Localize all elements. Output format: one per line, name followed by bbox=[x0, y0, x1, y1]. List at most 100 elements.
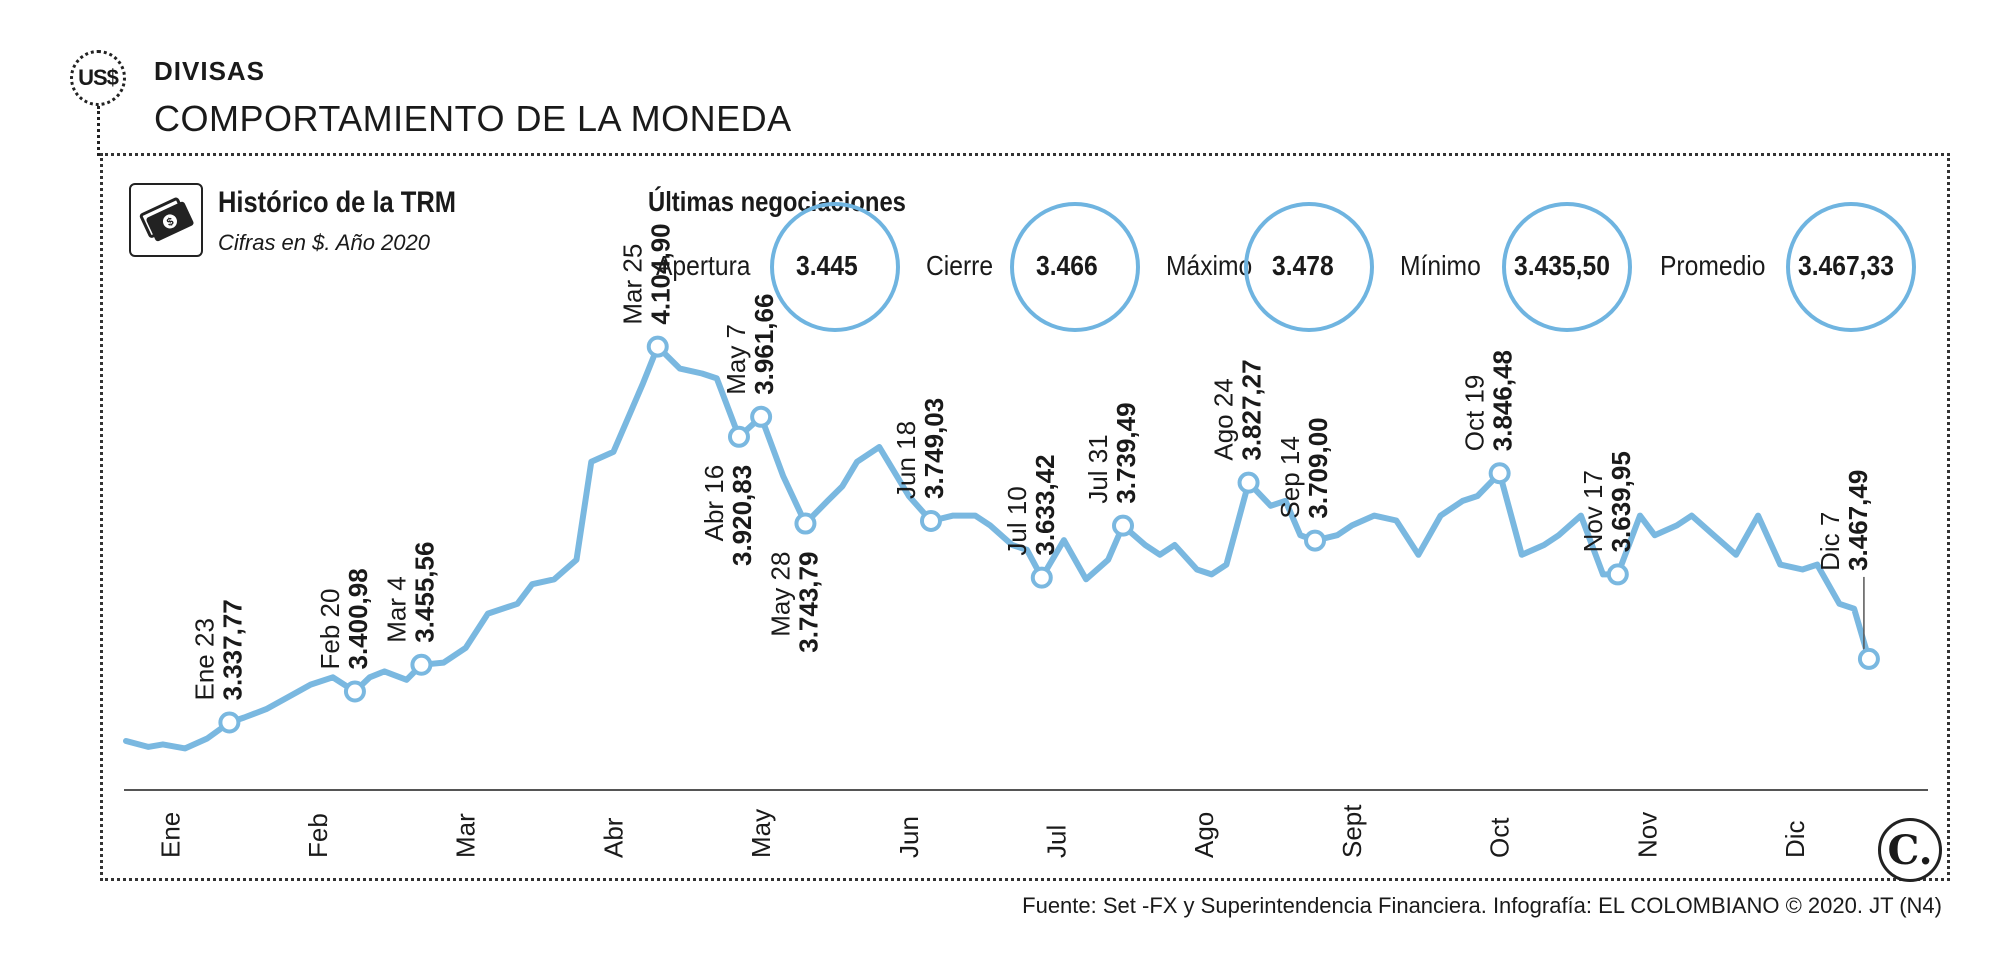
stat-value-promedio: 3.467,33 bbox=[1798, 250, 1894, 281]
us-dollar-badge-icon: US$ bbox=[70, 50, 126, 106]
annotation-value: 3.709,00 bbox=[1303, 417, 1333, 518]
chart-title: Histórico de la TRM bbox=[218, 186, 457, 219]
stat-circle-minimo bbox=[1502, 202, 1632, 332]
stat-label-cierre: Cierre bbox=[926, 250, 994, 281]
annotation-marker bbox=[343, 680, 366, 703]
month-label: Jun bbox=[894, 816, 924, 858]
annotation-marker bbox=[794, 512, 817, 535]
annotation-value: 3.961,66 bbox=[749, 294, 779, 395]
annotation-value: 3.455,56 bbox=[409, 542, 439, 643]
annotation-value: 3.400,98 bbox=[343, 568, 373, 669]
annotation-marker bbox=[1606, 563, 1629, 586]
annotation-marker bbox=[218, 711, 241, 734]
stat-value-apertura: 3.445 bbox=[796, 250, 858, 281]
annotation-marker bbox=[1030, 566, 1053, 589]
annotation-date: Abr 16 bbox=[699, 465, 729, 542]
month-label: Dic bbox=[1780, 820, 1810, 858]
annotation-label-group: Abr 163.920,83 bbox=[699, 465, 757, 566]
annotation-value: 3.739,49 bbox=[1111, 402, 1141, 503]
annotation-date: May 7 bbox=[721, 324, 751, 395]
annotation-labels: Ene 233.337,77 Feb 203.400,98 Mar 43.455,5… bbox=[189, 223, 1873, 700]
annotation-label-group: Ago 243.827,27 bbox=[1209, 359, 1267, 460]
annotation-marker bbox=[1304, 529, 1327, 552]
annotation-value: 3.337,77 bbox=[217, 599, 247, 700]
chart-subtitle: Cifras en $. Año 2020 bbox=[218, 230, 430, 255]
annotation-value: 3.827,27 bbox=[1237, 359, 1267, 460]
annotation-marker bbox=[750, 405, 773, 428]
month-label: Abr bbox=[598, 817, 628, 858]
month-labels: Ene Feb Mar Abr May Jun Jul Ago Sept Oct Nov Dic bbox=[155, 804, 1810, 858]
annotation-label-group: Jun 183.749,03 bbox=[891, 398, 949, 499]
annotation-label-group: Ene 233.337,77 bbox=[189, 599, 247, 700]
stat-label-promedio: Promedio bbox=[1660, 250, 1766, 281]
annotation-label-group: Mar 254.104,90 bbox=[618, 223, 676, 324]
annotation-date: Sep 14 bbox=[1275, 436, 1305, 518]
annotation-marker bbox=[919, 509, 942, 532]
annotation-value: 3.920,83 bbox=[727, 465, 757, 566]
annotation-marker bbox=[1112, 514, 1135, 537]
stat-value-cierre: 3.466 bbox=[1036, 250, 1098, 281]
annotation-value: 3.639,95 bbox=[1606, 451, 1636, 552]
annotation-date: May 28 bbox=[765, 552, 795, 637]
chart-frame bbox=[100, 153, 1950, 881]
annotation-date: Nov 17 bbox=[1578, 470, 1608, 552]
stat-circle-apertura bbox=[770, 202, 900, 332]
el-colombiano-logo: C. bbox=[1878, 818, 1942, 882]
annotation-label-group: Feb 203.400,98 bbox=[315, 568, 373, 669]
annotation-label-group: May 73.961,66 bbox=[721, 294, 779, 395]
month-label: Oct bbox=[1485, 817, 1515, 858]
stat-circle-promedio bbox=[1786, 202, 1916, 332]
svg-text:$: $ bbox=[165, 216, 176, 229]
stat-label-maximo: Máximo bbox=[1166, 250, 1253, 281]
month-label: Nov bbox=[1632, 812, 1662, 858]
annotation-date: Mar 25 bbox=[618, 244, 648, 325]
annotation-date: Ago 24 bbox=[1209, 378, 1239, 460]
logo-text: C. bbox=[1887, 826, 1933, 874]
annotation-date: Mar 4 bbox=[381, 576, 411, 642]
annotation-value: 3.467,49 bbox=[1843, 470, 1873, 571]
annotation-date: Ene 23 bbox=[189, 618, 219, 700]
annotation-date: Jun 18 bbox=[891, 421, 921, 499]
stat-circle-cierre bbox=[1010, 202, 1140, 332]
month-label: Jul bbox=[1042, 825, 1072, 858]
annotation-value: 3.633,42 bbox=[1030, 454, 1060, 555]
annotation-marker bbox=[1488, 462, 1511, 485]
annotation-marker bbox=[727, 425, 750, 448]
annotation-marker bbox=[1237, 471, 1260, 494]
annotation-label-group: Jul 313.739,49 bbox=[1083, 402, 1141, 503]
stat-value-minimo: 3.435,50 bbox=[1514, 250, 1610, 281]
month-label: Ene bbox=[155, 812, 185, 858]
header-connector-line bbox=[97, 106, 100, 156]
annotation-value: 3.749,03 bbox=[919, 398, 949, 499]
annotation-date: Feb 20 bbox=[315, 589, 345, 670]
annotation-date: Oct 19 bbox=[1460, 375, 1490, 452]
annotation-value: 4.104,90 bbox=[646, 223, 676, 324]
annotation-date: Dic 7 bbox=[1815, 512, 1845, 571]
month-label: Sept bbox=[1337, 804, 1367, 858]
annotation-label-group: Jul 103.633,42 bbox=[1002, 454, 1060, 555]
annotation-marker bbox=[1857, 647, 1880, 670]
annotation-label-group: Mar 43.455,56 bbox=[381, 542, 439, 643]
annotation-markers bbox=[218, 335, 1880, 734]
annotation-label-group: Sep 143.709,00 bbox=[1275, 417, 1333, 518]
section-label: DIVISAS bbox=[154, 56, 266, 86]
month-label: Ago bbox=[1189, 812, 1219, 858]
month-label: Feb bbox=[303, 813, 333, 858]
annotation-label-group: Oct 193.846,48 bbox=[1460, 350, 1518, 451]
month-label: May bbox=[746, 809, 776, 858]
badge-text: US$ bbox=[78, 65, 119, 90]
stat-circle-maximo bbox=[1244, 202, 1374, 332]
month-label: Mar bbox=[451, 813, 481, 858]
stat-value-maximo: 3.478 bbox=[1272, 250, 1334, 281]
annotation-value: 3.743,79 bbox=[793, 552, 823, 653]
annotation-value: 3.846,48 bbox=[1488, 350, 1518, 451]
stat-label-minimo: Mínimo bbox=[1400, 250, 1481, 281]
annotation-date: Jul 10 bbox=[1002, 486, 1032, 555]
annotation-label-group: May 283.743,79 bbox=[765, 552, 823, 653]
annotation-marker bbox=[646, 335, 669, 358]
stat-label-apertura: Apertura bbox=[656, 250, 751, 281]
money-bills-icon: $ bbox=[129, 183, 203, 257]
annotation-label-group: Dic 73.467,49 bbox=[1815, 470, 1873, 571]
source-credit: Fuente: Set -FX y Superintendencia Finan… bbox=[1022, 893, 1942, 918]
